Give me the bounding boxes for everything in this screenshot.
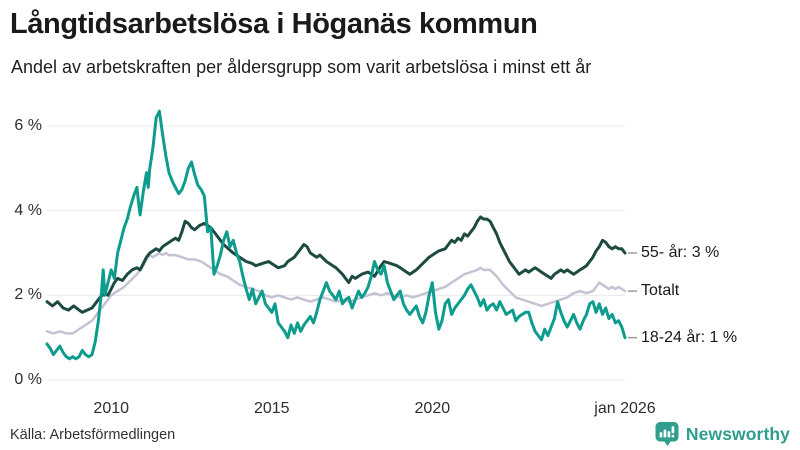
newsworthy-logo-icon bbox=[655, 421, 679, 447]
series-line-55-r bbox=[45, 215, 627, 314]
series-line-Totalt bbox=[45, 251, 627, 335]
y-tick-4: 4 % bbox=[14, 201, 42, 219]
series-label-totalt: Totalt bbox=[641, 282, 680, 300]
series-label-55-plus: 55- år: 3 % bbox=[641, 244, 720, 261]
page-subtitle: Andel av arbetskraften per åldersgrupp s… bbox=[11, 57, 592, 77]
source-attribution: Källa: Arbetsförmedlingen bbox=[10, 427, 176, 443]
x-tick-jan-2026: jan 2026 bbox=[594, 400, 656, 417]
series-label-18-24: 18-24 år: 1 % bbox=[641, 328, 738, 346]
series-line-18-24-r bbox=[45, 109, 627, 361]
newsworthy-brand: Newsworthy bbox=[655, 421, 790, 447]
x-tick-2010: 2010 bbox=[93, 400, 130, 417]
x-tick-2020: 2020 bbox=[414, 400, 451, 417]
x-tick-2015: 2015 bbox=[253, 400, 290, 417]
y-tick-0: 0 % bbox=[14, 371, 42, 388]
newsworthy-brand-name: Newsworthy bbox=[685, 423, 790, 444]
page-title: Långtidsarbetslösa i Höganäs kommun bbox=[10, 8, 538, 40]
y-tick-2: 2 % bbox=[14, 286, 42, 304]
y-tick-6: 6 % bbox=[14, 117, 42, 134]
